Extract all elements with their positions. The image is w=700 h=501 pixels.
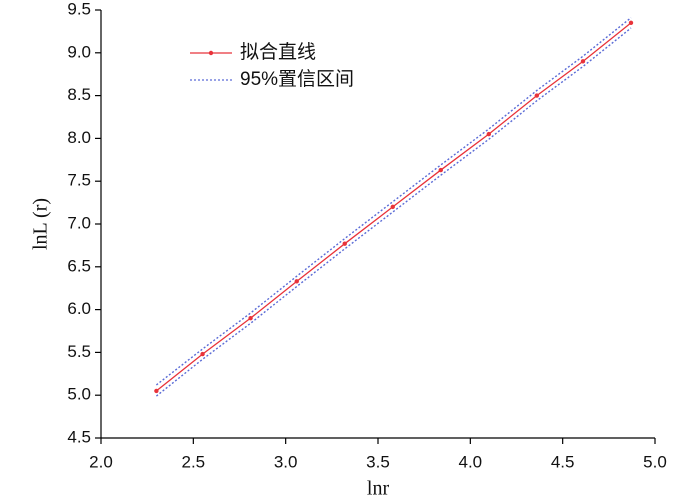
- y-tick-label: 5.5: [67, 342, 91, 361]
- x-tick-label: 2.0: [89, 452, 113, 471]
- x-axis-label: lnr: [367, 478, 390, 500]
- y-tick-label: 7.0: [67, 213, 91, 232]
- y-tick-label: 8.5: [67, 85, 91, 104]
- point: [342, 241, 347, 246]
- y-tick-label: 7.5: [67, 171, 91, 190]
- y-tick-label: 9.0: [67, 42, 91, 61]
- y-tick-label: 8.0: [67, 128, 91, 147]
- x-tick-label: 5.0: [643, 452, 667, 471]
- y-tick-label: 6.5: [67, 256, 91, 275]
- point: [628, 20, 634, 26]
- point: [534, 93, 540, 98]
- y-tick-label: 6.0: [67, 299, 91, 318]
- x-tick-label: 2.5: [182, 452, 206, 471]
- point: [438, 167, 443, 173]
- y-tick-label: 9.5: [67, 0, 91, 18]
- legend-label: 95%置信区间: [240, 68, 354, 90]
- x-tick-label: 4.0: [459, 452, 483, 471]
- x-tick-label: 3.0: [274, 452, 298, 471]
- point: [248, 315, 253, 321]
- x-tick-label: 4.5: [551, 452, 575, 471]
- point: [200, 351, 205, 357]
- series-line: [155, 27, 632, 397]
- point: [294, 279, 299, 284]
- series-line: [155, 17, 632, 386]
- point: [486, 131, 491, 137]
- point: [390, 204, 395, 210]
- y-tick-label: 4.5: [67, 427, 91, 446]
- y-axis-label: lnL (r): [30, 198, 52, 250]
- x-tick-label: 3.5: [366, 452, 390, 471]
- point: [580, 59, 586, 64]
- legend-marker: [208, 50, 214, 56]
- legend-label: 拟合直线: [240, 41, 316, 63]
- point: [154, 388, 159, 394]
- y-tick-label: 5.0: [67, 385, 91, 404]
